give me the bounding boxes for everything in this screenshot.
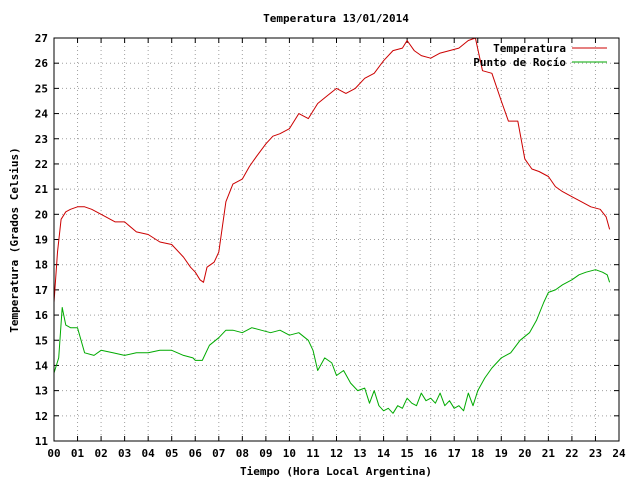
plot-frame — [53, 37, 620, 442]
x-tick-label: 24 — [612, 447, 626, 460]
x-tick-label: 15 — [401, 447, 414, 460]
y-tick-label: 26 — [35, 57, 49, 70]
series-line-temperatura — [53, 37, 611, 303]
x-tick-label: 16 — [424, 447, 438, 460]
legend: Temperatura Punto de Rocío — [473, 42, 607, 69]
x-tick-label: 20 — [518, 447, 531, 460]
y-tick-label: 19 — [35, 234, 48, 247]
x-tick-label: 11 — [306, 447, 320, 460]
x-tick-label: 13 — [353, 447, 366, 460]
x-tick-label: 10 — [283, 447, 296, 460]
x-axis-label: Tiempo (Hora Local Argentina) — [240, 465, 432, 478]
x-tick-label: 19 — [495, 447, 508, 460]
y-tick-label: 16 — [35, 309, 49, 322]
x-tick-label: 03 — [118, 447, 131, 460]
x-tick-label: 08 — [236, 447, 249, 460]
x-tick-label: 02 — [94, 447, 107, 460]
y-tick-label: 21 — [35, 183, 49, 196]
y-tick-label: 18 — [35, 259, 48, 272]
y-tick-label: 12 — [35, 410, 48, 423]
x-tick-label: 17 — [448, 447, 461, 460]
x-tick-label: 18 — [471, 447, 484, 460]
series-line-punto-de-rocio — [53, 269, 611, 414]
x-tick-label: 04 — [142, 447, 156, 460]
x-tick-label: 21 — [542, 447, 556, 460]
x-tick-label: 01 — [71, 447, 85, 460]
y-tick-label: 14 — [35, 359, 49, 372]
y-tick-label: 22 — [35, 158, 48, 171]
legend-label-punto-de-rocio: Punto de Rocío — [473, 56, 566, 69]
y-tick-label: 11 — [35, 435, 49, 448]
x-tick-label: 09 — [259, 447, 272, 460]
y-tick-label: 23 — [35, 133, 48, 146]
y-tick-label: 17 — [35, 284, 48, 297]
x-tick-label: 12 — [330, 447, 343, 460]
x-tick-label: 14 — [377, 447, 391, 460]
y-tick-label: 15 — [35, 334, 48, 347]
chart-title: Temperatura 13/01/2014 — [263, 12, 409, 25]
x-tick-label: 00 — [47, 447, 60, 460]
y-tick-label: 13 — [35, 385, 48, 398]
x-tick-labels: 00 01 02 03 04 05 06 07 08 09 10 11 12 13 14 15 16 17 18 19… — [47, 447, 626, 460]
x-tick-label: 05 — [165, 447, 178, 460]
y-tick-labels: 11 12 13 14 15 16 17 18 19 20 21 22 23 24 25 26 27 — [35, 32, 49, 448]
x-tick-label: 06 — [189, 447, 203, 460]
y-tick-label: 25 — [35, 82, 48, 95]
legend-label-temperatura: Temperatura — [493, 42, 566, 55]
series-lines — [53, 37, 611, 414]
y-tick-label: 20 — [35, 208, 48, 221]
x-tick-label: 22 — [565, 447, 578, 460]
y-tick-label: 24 — [35, 108, 49, 121]
x-tick-label: 23 — [589, 447, 602, 460]
x-tick-label: 07 — [212, 447, 225, 460]
y-axis-label: Temperatura (Grados Celsius) — [8, 147, 21, 332]
y-tick-label: 27 — [35, 32, 48, 45]
